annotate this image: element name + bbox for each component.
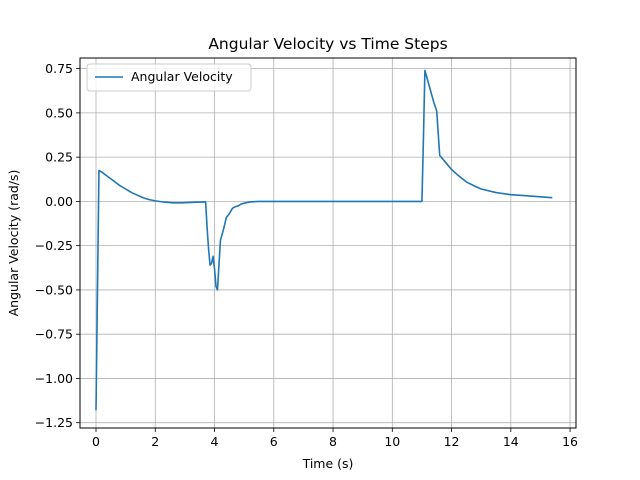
chart-title: Angular Velocity vs Time Steps (208, 35, 447, 53)
legend-box (86, 63, 252, 92)
legend-label-angular-velocity: Angular Velocity (131, 69, 233, 84)
series-layer (95, 69, 553, 411)
x-tick-label: 12 (444, 434, 460, 449)
series-line-angular-velocity (95, 69, 553, 411)
y-tick-label: −1.00 (35, 371, 73, 386)
y-tick-label: 0.50 (45, 105, 73, 120)
legend: Angular Velocity (86, 63, 252, 92)
y-tick-label: −0.50 (35, 282, 73, 297)
ticks: 0 2 4 6 8 10 12 14 16 −1.25 −1.00 −0.75 −0.50 −0.25 0.… (35, 61, 578, 449)
x-tick-label: 2 (151, 434, 159, 449)
x-tick-label: 6 (270, 434, 278, 449)
plot-frame (79, 57, 577, 429)
y-tick-label: −0.25 (35, 238, 73, 253)
y-tick-label: −0.75 (35, 327, 73, 342)
y-tick-label: 0.00 (45, 194, 73, 209)
y-tick-label: 0.25 (45, 150, 73, 165)
x-tick-label: 10 (384, 434, 400, 449)
x-tick-label: 14 (503, 434, 519, 449)
y-axis-title: Angular Velocity (rad/s) (6, 170, 21, 317)
x-tick-label: 4 (211, 434, 219, 449)
y-tick-label: −1.25 (35, 415, 73, 430)
x-tick-label: 16 (562, 434, 578, 449)
x-axis-title: Time (s) (302, 456, 354, 471)
x-tick-label: 8 (329, 434, 337, 449)
y-tick-label: 0.75 (45, 61, 73, 76)
x-tick-label: 0 (92, 434, 100, 449)
